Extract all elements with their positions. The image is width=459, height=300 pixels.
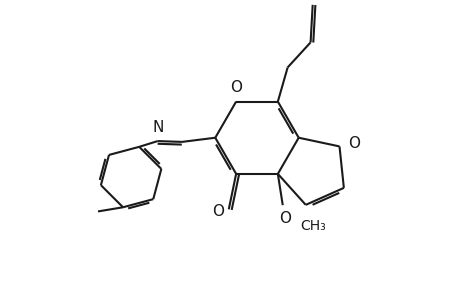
Text: O: O [347,136,359,152]
Text: CH₃: CH₃ [299,219,325,233]
Text: O: O [230,80,241,95]
Text: O: O [212,204,224,219]
Text: N: N [151,120,163,135]
Text: O: O [279,211,291,226]
